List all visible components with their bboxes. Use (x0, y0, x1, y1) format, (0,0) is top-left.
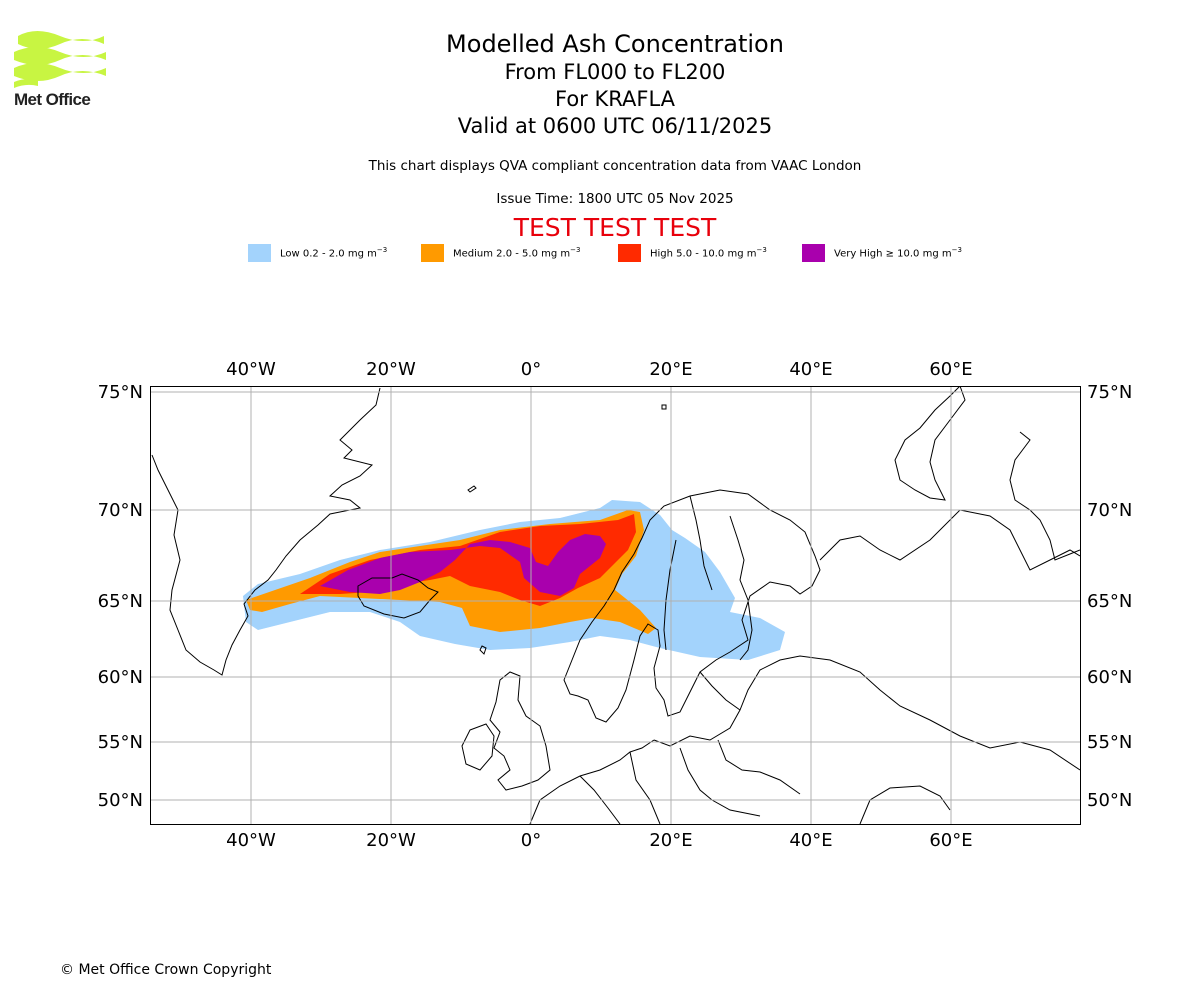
border-sweden-norway (663, 539, 677, 651)
left-tick-60N: 60°N (98, 667, 143, 688)
legend-item-high: High 5.0 - 10.0 mg m−3 (618, 244, 767, 262)
bottom-tick-60E: 60°E (929, 830, 972, 851)
top-tick-40W: 40°W (226, 359, 276, 380)
coast-north-europe (529, 739, 655, 824)
right-tick-70N: 70°N (1087, 500, 1132, 521)
bottom-tick-40W: 40°W (226, 830, 276, 851)
border-finland-russia (729, 515, 753, 661)
map-frame (150, 386, 1081, 825)
logo-text: Met Office (14, 90, 91, 109)
bottom-tick-20E: 20°E (649, 830, 692, 851)
coast-great-britain (489, 671, 551, 791)
legend-swatch-very-high (802, 244, 825, 262)
left-tick-55N: 55°N (98, 732, 143, 753)
coast-black-sea (859, 785, 951, 824)
legend: Low 0.2 - 2.0 mg m−3 Medium 2.0 - 5.0 mg… (0, 244, 1200, 264)
legend-item-medium: Medium 2.0 - 5.0 mg m−3 (421, 244, 580, 262)
volcano-name: For KRAFLA (555, 87, 675, 111)
legend-item-low: Low 0.2 - 2.0 mg m−3 (248, 244, 387, 262)
left-tick-70N: 70°N (98, 500, 143, 521)
legend-label-very-high: Very High ≥ 10.0 mg m−3 (834, 246, 962, 260)
bottom-tick-20W: 20°W (366, 830, 416, 851)
right-tick-50N: 50°N (1087, 790, 1132, 811)
right-tick-55N: 55°N (1087, 732, 1132, 753)
map-content (150, 386, 1080, 824)
chart-description: This chart displays QVA compliant concen… (368, 158, 862, 174)
right-tick-75N: 75°N (1087, 382, 1132, 403)
valid-time: Valid at 0600 UTC 06/11/2025 (457, 114, 773, 138)
chart-title: Modelled Ash Concentration (446, 30, 784, 58)
bottom-tick-0: 0° (521, 830, 541, 851)
top-tick-0: 0° (521, 359, 541, 380)
legend-item-very-high: Very High ≥ 10.0 mg m−3 (802, 244, 962, 262)
top-tick-20W: 20°W (366, 359, 416, 380)
coast-jan-mayen (467, 485, 477, 493)
border-europe-5 (699, 671, 741, 711)
coast-kola (819, 509, 1080, 571)
legend-label-low: Low 0.2 - 2.0 mg m−3 (280, 246, 388, 260)
border-europe-1 (629, 751, 661, 824)
legend-label-high: High 5.0 - 10.0 mg m−3 (650, 246, 767, 260)
coastlines (151, 386, 1080, 824)
met-office-waves-icon (14, 31, 106, 88)
met-office-logo: Met Office (14, 30, 108, 112)
border-sweden-finland (689, 495, 713, 591)
left-tick-50N: 50°N (98, 790, 143, 811)
right-tick-60N: 60°N (1087, 667, 1132, 688)
coast-yamal (1009, 431, 1080, 561)
coast-novaya-zemlya (894, 386, 966, 501)
coast-scandinavia (563, 489, 821, 723)
legend-swatch-low (248, 244, 271, 262)
legend-swatch-high (618, 244, 641, 262)
bottom-tick-40E: 40°E (789, 830, 832, 851)
border-europe-4 (579, 775, 621, 824)
chart-title-block: Modelled Ash Concentration From FL000 to… (315, 30, 915, 140)
left-tick-65N: 65°N (98, 591, 143, 612)
legend-label-medium: Medium 2.0 - 5.0 mg m−3 (453, 246, 581, 260)
left-tick-75N: 75°N (98, 382, 143, 403)
border-europe-2 (679, 747, 761, 817)
graticule (150, 386, 1080, 824)
top-tick-60E: 60°E (929, 359, 972, 380)
right-tick-65N: 65°N (1087, 591, 1132, 612)
coast-faroe (479, 645, 487, 655)
flight-level-range: From FL000 to FL200 (504, 60, 726, 84)
legend-swatch-medium (421, 244, 444, 262)
coast-greenland (151, 387, 381, 676)
coast-bear-island (661, 404, 667, 410)
top-tick-40E: 40°E (789, 359, 832, 380)
copyright: © Met Office Crown Copyright (60, 962, 272, 978)
issue-time: Issue Time: 1800 UTC 05 Nov 2025 (496, 191, 734, 207)
border-europe-3 (717, 739, 801, 795)
axis-labels: 40°W 20°W 0° 20°E 40°E 60°E 40°W 20°W 0°… (98, 359, 1133, 851)
test-banner: TEST TEST TEST (513, 213, 717, 242)
coast-baltic-europe (653, 655, 1080, 771)
top-tick-20E: 20°E (649, 359, 692, 380)
coast-ireland (461, 723, 495, 771)
coast-iceland (357, 573, 439, 619)
